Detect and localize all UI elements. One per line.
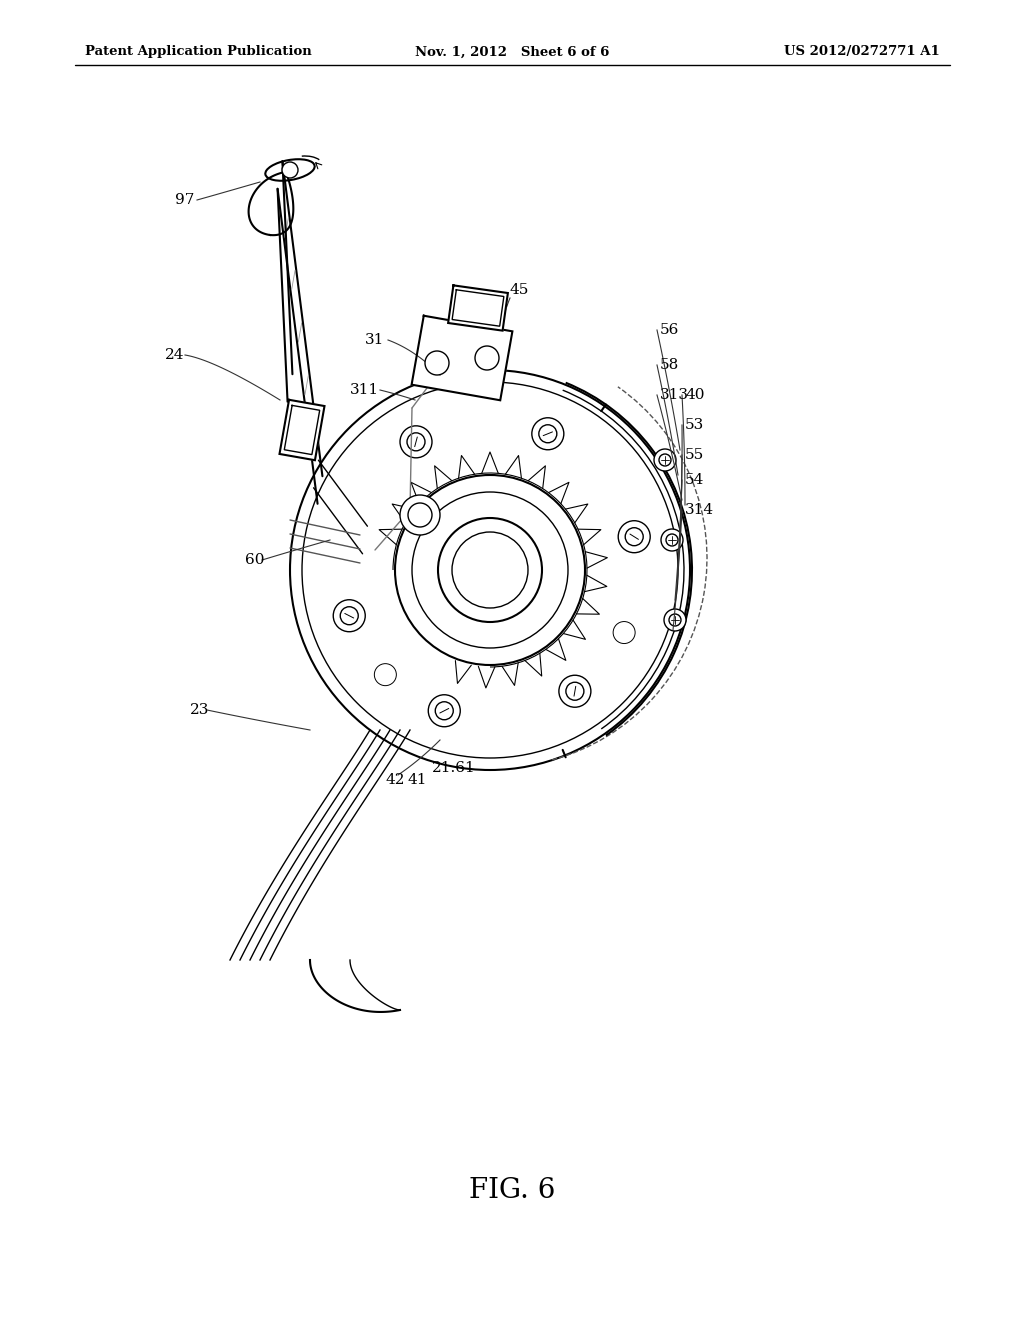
Circle shape [282,162,298,178]
Text: 40: 40 [685,388,705,403]
Text: 60: 60 [245,553,264,568]
Text: 55: 55 [685,447,705,462]
Text: 45: 45 [510,282,529,297]
Text: 31: 31 [365,333,384,347]
Text: 53: 53 [685,418,705,432]
Circle shape [654,449,676,471]
Polygon shape [449,285,508,330]
Text: 23: 23 [190,704,209,717]
Text: Nov. 1, 2012   Sheet 6 of 6: Nov. 1, 2012 Sheet 6 of 6 [415,45,609,58]
Circle shape [662,529,683,550]
Text: 58: 58 [660,358,679,372]
Text: US 2012/0272771 A1: US 2012/0272771 A1 [784,45,940,58]
Circle shape [400,426,432,458]
Circle shape [333,599,366,632]
Circle shape [425,351,449,375]
Circle shape [664,609,686,631]
Text: 24: 24 [165,348,184,362]
Text: FIG. 6: FIG. 6 [469,1176,555,1204]
Circle shape [618,520,650,553]
Text: Patent Application Publication: Patent Application Publication [85,45,311,58]
Text: 21.61: 21.61 [432,762,476,775]
Text: 313: 313 [660,388,689,403]
Text: 314: 314 [685,503,714,517]
Circle shape [531,417,564,450]
Text: 97: 97 [175,193,195,207]
Text: 41: 41 [408,774,427,787]
Text: 42: 42 [385,774,404,787]
Text: 56: 56 [660,323,679,337]
Circle shape [475,346,499,370]
Polygon shape [412,315,512,400]
Circle shape [400,495,440,535]
Polygon shape [280,400,325,461]
Circle shape [428,694,460,727]
Text: 54: 54 [685,473,705,487]
Text: 311: 311 [350,383,379,397]
Circle shape [559,676,591,708]
